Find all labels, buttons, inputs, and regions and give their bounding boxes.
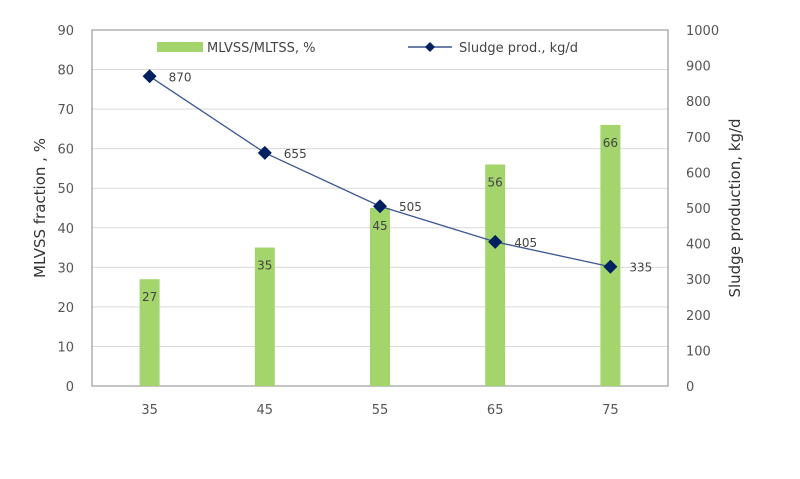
bar xyxy=(254,247,275,386)
right-axis-label: Sludge production, kg/d xyxy=(726,118,744,297)
bar xyxy=(600,124,621,386)
line-series: 870 655 505 405 335 xyxy=(142,69,652,275)
bar xyxy=(370,208,390,386)
right-tick-label: 300 xyxy=(686,273,711,288)
line-data-label: 655 xyxy=(284,147,307,161)
bar-data-label: 27 xyxy=(142,290,157,304)
bar-data-label: 45 xyxy=(372,219,387,233)
bar-data-label: 35 xyxy=(257,259,272,273)
right-tick-label: 100 xyxy=(686,344,711,359)
right-tick-label: 500 xyxy=(686,202,711,217)
legend-diamond-icon xyxy=(425,42,435,52)
line-data-label: 505 xyxy=(399,200,422,214)
right-axis-ticks: 0 100 200 300 400 500 600 700 800 900 1000 xyxy=(686,24,719,395)
bar-data-label: 56 xyxy=(488,175,503,189)
right-tick-label: 800 xyxy=(686,95,711,110)
right-tick-label: 1000 xyxy=(686,24,719,39)
legend-bar-label: MLVSS/MLTSS, % xyxy=(207,41,316,56)
left-axis-label: MLVSS fraction , % xyxy=(31,138,49,278)
right-tick-label: 0 xyxy=(686,380,694,395)
legend-bar-swatch xyxy=(157,42,203,52)
left-tick-label: 60 xyxy=(57,143,74,158)
x-tick-label: 55 xyxy=(372,403,389,418)
left-tick-label: 0 xyxy=(66,380,74,395)
line-marker xyxy=(257,145,272,160)
line-data-label: 870 xyxy=(169,70,192,84)
left-tick-label: 20 xyxy=(57,301,74,316)
x-axis-ticks: 35 45 55 65 75 xyxy=(141,403,618,418)
right-tick-label: 400 xyxy=(686,238,711,253)
bar xyxy=(139,279,160,386)
right-tick-label: 700 xyxy=(686,131,711,146)
right-tick-label: 600 xyxy=(686,166,711,181)
legend-line-label: Sludge prod., kg/d xyxy=(459,41,578,56)
line-data-label: 335 xyxy=(629,261,652,275)
x-tick-label: 35 xyxy=(141,403,158,418)
line-marker xyxy=(603,259,618,274)
left-tick-label: 50 xyxy=(57,182,74,197)
line-data-label: 405 xyxy=(514,236,537,250)
line-marker xyxy=(373,199,387,214)
left-tick-label: 30 xyxy=(57,261,74,276)
left-tick-label: 70 xyxy=(57,103,74,118)
right-tick-label: 900 xyxy=(686,60,711,75)
legend: MLVSS/MLTSS, % Sludge prod., kg/d xyxy=(157,41,578,56)
x-tick-label: 65 xyxy=(487,403,504,418)
left-tick-label: 80 xyxy=(57,64,74,79)
bar xyxy=(485,164,506,386)
left-axis-ticks: 0 10 20 30 40 50 60 70 80 90 xyxy=(57,24,74,395)
right-tick-label: 200 xyxy=(686,309,711,324)
left-tick-label: 40 xyxy=(57,222,74,237)
line-marker xyxy=(142,69,157,84)
bar-data-label: 66 xyxy=(603,136,618,150)
x-tick-label: 75 xyxy=(602,403,619,418)
bar-series: 27 35 45 56 66 xyxy=(139,124,621,386)
left-tick-label: 90 xyxy=(57,24,74,39)
left-tick-label: 10 xyxy=(57,340,74,355)
x-tick-label: 45 xyxy=(257,403,274,418)
line-marker xyxy=(488,234,503,249)
